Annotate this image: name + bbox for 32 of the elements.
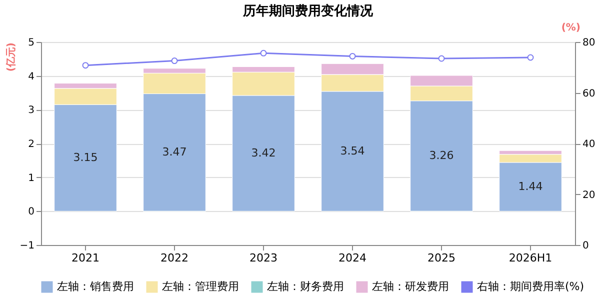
data-label: 3.42: [251, 146, 276, 160]
x-tick-label: 2026H1: [508, 252, 552, 264]
data-label: 3.47: [162, 145, 187, 158]
x-tick-label: 2022: [160, 252, 188, 264]
x-tick-label: 2024: [338, 252, 366, 264]
y-tick-label: −1: [20, 240, 34, 252]
y-tick-label: 5: [28, 38, 34, 48]
y2-tick-label: 80: [582, 38, 596, 48]
y-tick-label: 0: [28, 206, 34, 218]
data-label: 3.54: [340, 144, 365, 158]
legend-label: 左轴：研发费用: [372, 280, 449, 293]
legend-label: 左轴：财务费用: [267, 280, 344, 293]
y-tick-label: 4: [28, 71, 34, 82]
y2-tick-label: 60: [582, 88, 596, 100]
legend-label: 左轴：销售费用: [57, 280, 134, 293]
y2-tick-label: 0: [582, 240, 589, 252]
y-tick-label: 2: [28, 139, 34, 150]
x-tick-label: 2021: [72, 252, 100, 264]
x-tick-label: 2023: [250, 252, 278, 264]
x-tick-label: 2025: [428, 252, 456, 264]
legend-label: 左轴：管理费用: [162, 280, 239, 293]
y2-tick-label: 40: [582, 139, 596, 150]
legend-label: 右轴：期间费用率(%): [477, 280, 584, 293]
y-axis-title: (亿元): [4, 42, 17, 72]
data-label: 3.26: [429, 149, 454, 162]
data-label: 3.15: [73, 150, 98, 164]
y2-axis-title: (%): [561, 22, 580, 34]
y2-tick-label: 20: [582, 190, 596, 201]
chart-title: 历年期间费用变化情况: [242, 3, 374, 19]
data-label: 1.44: [518, 180, 543, 193]
y-tick-label: 1: [28, 172, 34, 184]
y-tick-label: 3: [28, 105, 34, 116]
